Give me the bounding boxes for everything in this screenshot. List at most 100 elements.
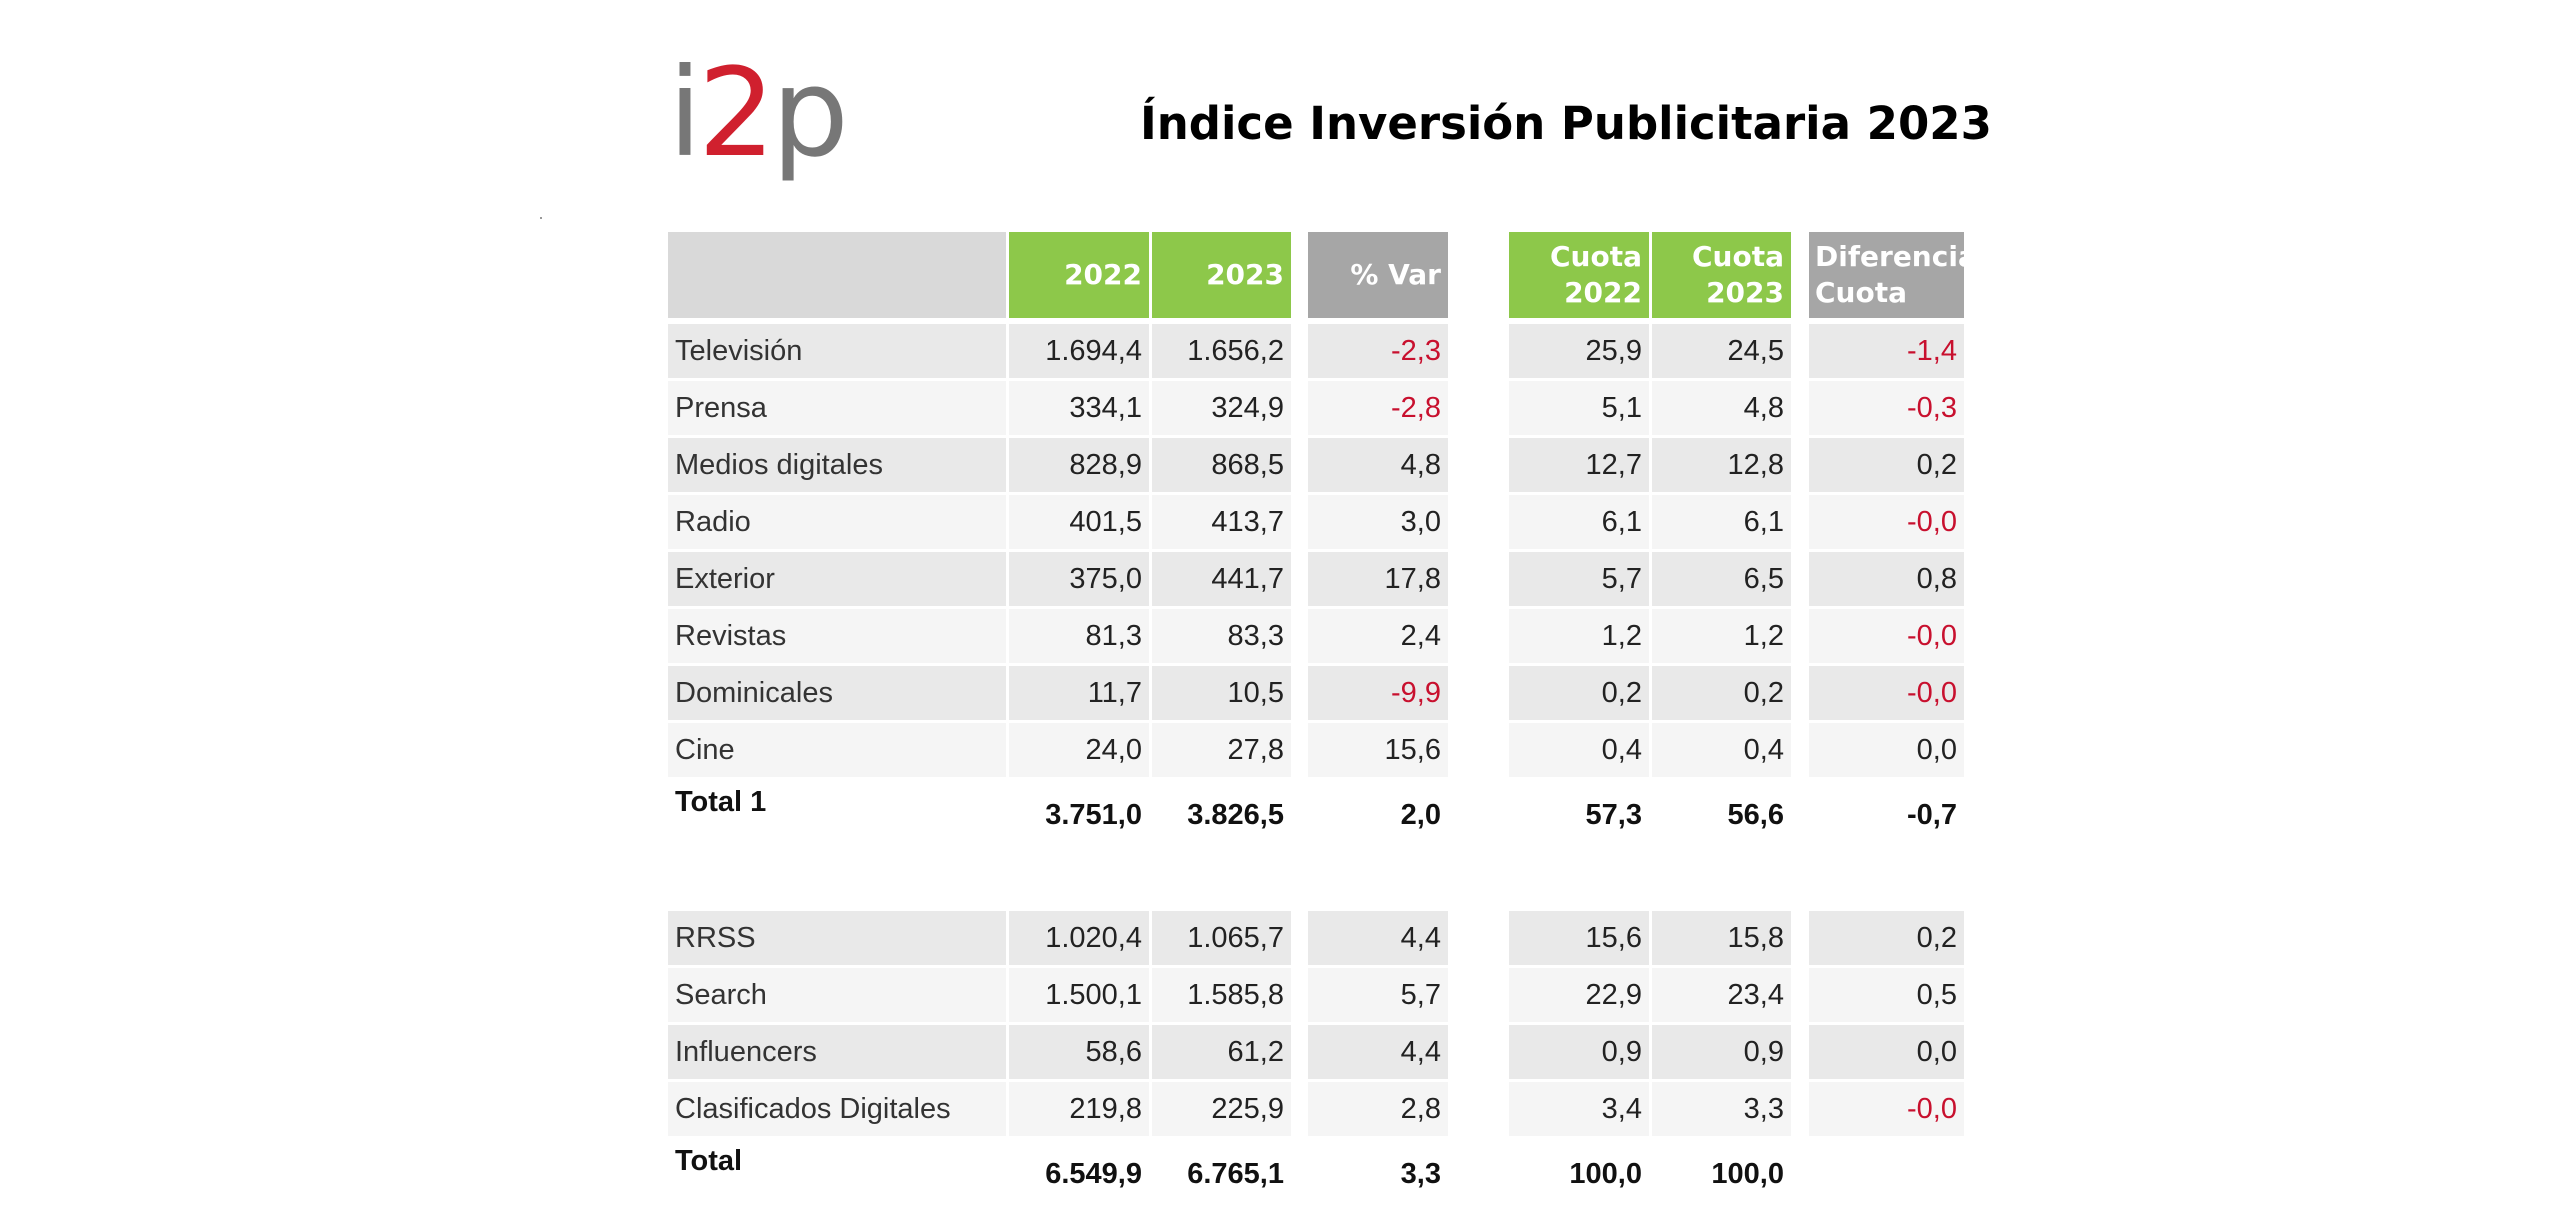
header-diferencia-cuota-line1: Diferencia [1815,240,1977,273]
cell-dif: 0,2 [1809,438,1964,492]
cell-c2023: 0,2 [1652,666,1791,720]
cell-v2022: 334,1 [1009,381,1149,435]
cell-v2022: 219,8 [1009,1082,1149,1136]
cell-v2022: 1.694,4 [1009,324,1149,378]
row-label: Radio [668,495,1006,549]
header-cuota-2023-line2: 2023 [1706,276,1784,309]
cell-v2023: 413,7 [1152,495,1291,549]
header-cuota-2022-line1: Cuota [1550,240,1642,273]
cell-var: 4,4 [1308,911,1448,965]
row-label: Medios digitales [668,438,1006,492]
cell-c2022: 6,1 [1509,495,1649,549]
total-c2022: 57,3 [1585,799,1642,831]
cell-v2023: 10,5 [1152,666,1291,720]
cell-c2022: 1,2 [1509,609,1649,663]
cell-var: 2,8 [1308,1082,1448,1136]
total-c2023: 100,0 [1711,1158,1784,1190]
logo-letter-p: p [771,42,849,184]
cell-c2022: 3,4 [1509,1082,1649,1136]
cell-c2022: 0,9 [1509,1025,1649,1079]
cell-v2022: 401,5 [1009,495,1149,549]
header-blank [668,232,1006,318]
row-label: Prensa [668,381,1006,435]
cell-var: 4,8 [1308,438,1448,492]
cell-var: 3,0 [1308,495,1448,549]
cell-c2023: 15,8 [1652,911,1791,965]
cell-c2023: 23,4 [1652,968,1791,1022]
cell-v2022: 1.500,1 [1009,968,1149,1022]
cell-var: -2,8 [1308,381,1448,435]
header-diferencia-cuota: Diferencia Cuota [1809,232,1977,318]
total-label: Total [675,1145,743,1177]
cell-v2023: 1.585,8 [1152,968,1291,1022]
cell-dif: 0,8 [1809,552,1964,606]
cell-dif: -0,0 [1809,609,1964,663]
cell-v2022: 375,0 [1009,552,1149,606]
cell-var: 15,6 [1308,723,1448,777]
stray-dot [540,217,542,219]
row-label: Cine [668,723,1006,777]
cell-dif: 0,0 [1809,1025,1964,1079]
row-label: Televisión [668,324,1006,378]
row-label: RRSS [668,911,1006,965]
row-label: Clasificados Digitales [668,1082,1006,1136]
total-dif: -0,7 [1907,799,1957,831]
total-var: 2,0 [1400,799,1441,831]
row-label: Dominicales [668,666,1006,720]
cell-dif: 0,0 [1809,723,1964,777]
cell-dif: -0,0 [1809,495,1964,549]
total-c2022: 100,0 [1569,1158,1642,1190]
header-2023: 2023 [1152,232,1291,318]
cell-c2023: 12,8 [1652,438,1791,492]
total-c2023: 56,6 [1727,799,1784,831]
header-cuota-2022-line2: 2022 [1564,276,1642,309]
cell-var: 5,7 [1308,968,1448,1022]
cell-v2022: 828,9 [1009,438,1149,492]
cell-c2022: 22,9 [1509,968,1649,1022]
cell-dif: 0,2 [1809,911,1964,965]
cell-v2022: 81,3 [1009,609,1149,663]
total-var: 3,3 [1400,1158,1441,1190]
cell-c2023: 6,5 [1652,552,1791,606]
cell-c2022: 5,1 [1509,381,1649,435]
cell-c2023: 6,1 [1652,495,1791,549]
cell-c2023: 1,2 [1652,609,1791,663]
logo-digit-2: 2 [697,42,776,184]
header-cuota-2022: Cuota 2022 [1509,232,1649,318]
header-var: % Var [1308,232,1448,318]
cell-v2023: 83,3 [1152,609,1291,663]
cell-v2022: 11,7 [1009,666,1149,720]
cell-v2022: 24,0 [1009,723,1149,777]
header-cuota-2023-line1: Cuota [1692,240,1784,273]
cell-var: 2,4 [1308,609,1448,663]
row-label: Revistas [668,609,1006,663]
cell-v2022: 58,6 [1009,1025,1149,1079]
cell-v2023: 324,9 [1152,381,1291,435]
cell-dif: -0,0 [1809,1082,1964,1136]
total-v2023: 6.765,1 [1187,1158,1284,1190]
row-label: Influencers [668,1025,1006,1079]
total-dif [1809,1139,1964,1201]
row-label: Exterior [668,552,1006,606]
cell-c2023: 24,5 [1652,324,1791,378]
cell-dif: -0,3 [1809,381,1964,435]
cell-var: 4,4 [1308,1025,1448,1079]
cell-c2022: 25,9 [1509,324,1649,378]
header-cuota-2023: Cuota 2023 [1652,232,1791,318]
cell-v2023: 225,9 [1152,1082,1291,1136]
cell-c2023: 0,9 [1652,1025,1791,1079]
cell-c2023: 0,4 [1652,723,1791,777]
cell-v2023: 441,7 [1152,552,1291,606]
cell-v2023: 27,8 [1152,723,1291,777]
cell-c2022: 0,4 [1509,723,1649,777]
row-label: Search [668,968,1006,1022]
cell-c2022: 12,7 [1509,438,1649,492]
cell-c2022: 15,6 [1509,911,1649,965]
header-diferencia-cuota-line2: Cuota [1815,276,1907,309]
logo-letter-i: i [668,42,702,184]
cell-v2023: 61,2 [1152,1025,1291,1079]
cell-c2022: 0,2 [1509,666,1649,720]
cell-var: -2,3 [1308,324,1448,378]
cell-dif: -1,4 [1809,324,1964,378]
total-label: Total 1 [675,786,767,818]
